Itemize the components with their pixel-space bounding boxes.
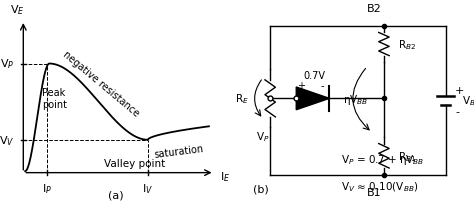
Text: V$_P$ = 0.7 + ηV$_{BB}$: V$_P$ = 0.7 + ηV$_{BB}$	[341, 152, 425, 166]
Text: Valley point: Valley point	[104, 158, 165, 168]
Text: negative resistance: negative resistance	[61, 49, 141, 118]
Polygon shape	[296, 88, 329, 110]
Text: R$_{B2}$: R$_{B2}$	[398, 38, 416, 52]
Text: R$_E$: R$_E$	[235, 92, 249, 106]
Text: (a): (a)	[109, 189, 124, 199]
Text: -: -	[320, 81, 324, 91]
Text: -: -	[455, 107, 459, 117]
Text: V$_V$ ≈ 0.10(V$_{BB}$): V$_V$ ≈ 0.10(V$_{BB}$)	[341, 179, 419, 193]
Text: I$_E$: I$_E$	[220, 169, 230, 183]
Text: B2: B2	[367, 5, 382, 14]
Text: R$_{B1}$: R$_{B1}$	[398, 149, 417, 163]
Text: V$_P$: V$_P$	[256, 130, 270, 144]
Text: I$_P$: I$_P$	[42, 181, 53, 195]
Text: +: +	[297, 81, 305, 91]
Text: (b): (b)	[253, 184, 269, 194]
Text: Peak
point: Peak point	[42, 88, 67, 109]
Text: V$_{BB}$: V$_{BB}$	[462, 94, 474, 108]
Text: I$_V$: I$_V$	[142, 181, 153, 195]
Text: +: +	[455, 85, 465, 95]
Text: saturation: saturation	[154, 143, 205, 159]
Text: B1: B1	[367, 187, 382, 197]
Text: V$_V$: V$_V$	[0, 133, 14, 147]
Text: 0.7V: 0.7V	[303, 70, 325, 80]
Text: ηV$_{BB}$: ηV$_{BB}$	[343, 93, 368, 107]
Text: V$_E$: V$_E$	[10, 3, 25, 17]
Text: V$_P$: V$_P$	[0, 57, 14, 71]
